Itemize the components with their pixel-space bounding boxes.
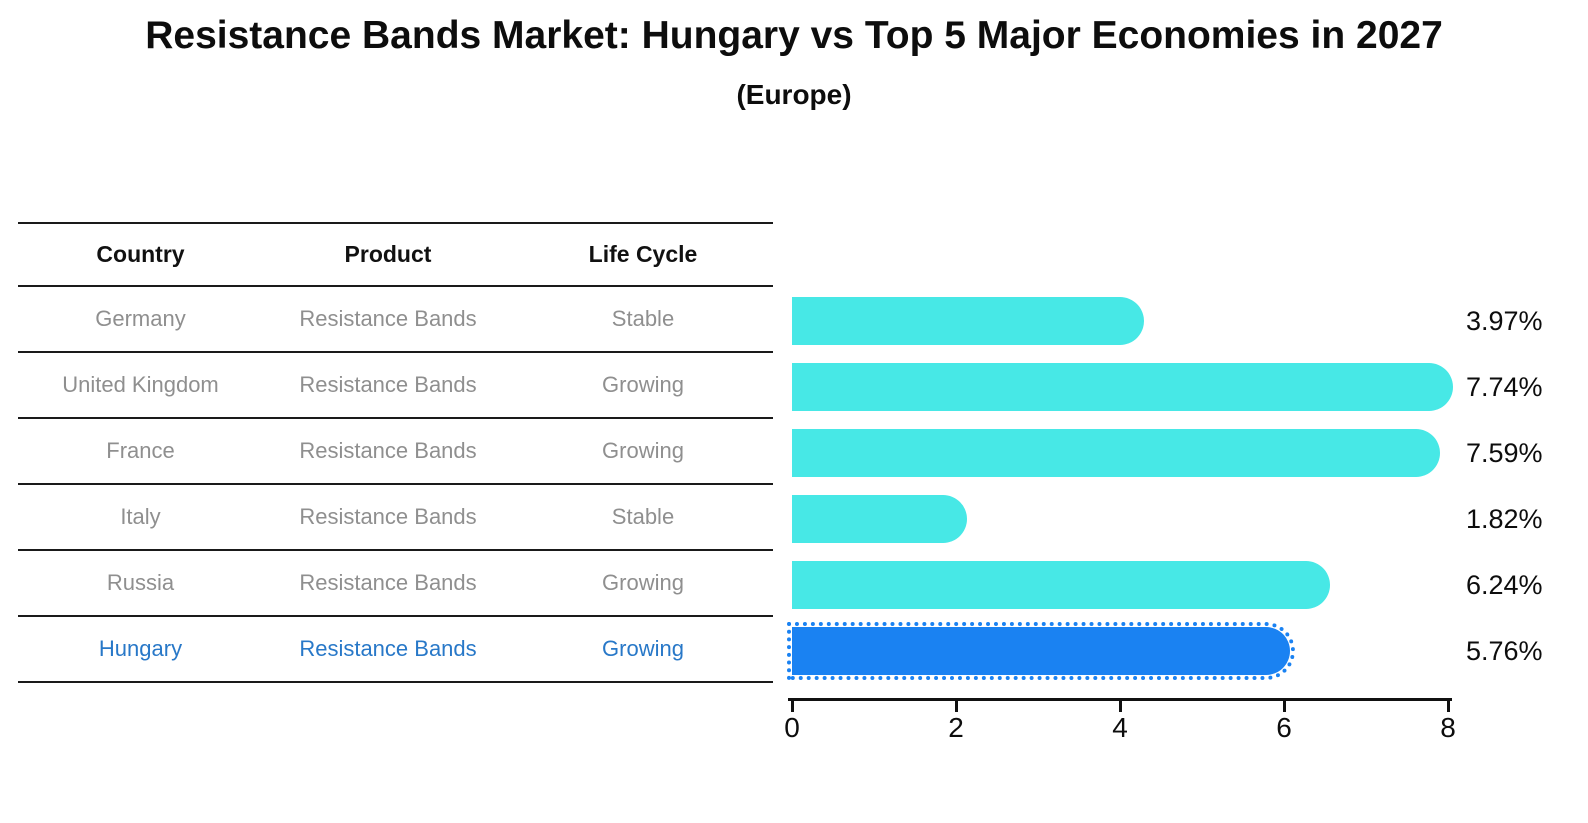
x-tick-6 — [1283, 700, 1286, 712]
bar-value-label-italy: 1.82% — [1466, 504, 1543, 534]
bar-france — [792, 429, 1441, 477]
product-cell: Resistance Bands — [299, 504, 477, 529]
country-cell: Hungary — [98, 636, 183, 661]
life-cycle-cell: Growing — [602, 372, 684, 397]
table-header-row: Country Product Life Cycle — [18, 224, 773, 287]
bar-value-label-france: 7.59% — [1466, 438, 1543, 468]
country-table: Country Product Life Cycle Germany Resistan… — [18, 222, 773, 683]
table-row-russia: Russia Resistance Bands Growing — [18, 551, 773, 617]
country-cell: United Kingdom — [62, 372, 219, 397]
x-tick-label-2: 2 — [948, 712, 964, 743]
country-cell: Russia — [106, 570, 175, 595]
bar-russia — [792, 561, 1330, 609]
x-tick-label-0: 0 — [784, 712, 800, 743]
table-body: Germany Resistance Bands Stable United King… — [18, 287, 773, 683]
product-cell: Resistance Bands — [299, 306, 477, 331]
column-header-life-cycle: Life Cycle — [588, 241, 698, 267]
bar-united-kingdom — [792, 363, 1453, 411]
table-row-united-kingdom: United Kingdom Resistance Bands Growing — [18, 353, 773, 419]
column-header-product: Product — [344, 241, 432, 267]
product-cell: Resistance Bands — [299, 372, 477, 397]
life-cycle-cell: Growing — [602, 636, 684, 661]
table-row-hungary: Hungary Resistance Bands Growing — [18, 617, 773, 683]
life-cycle-cell: Growing — [602, 570, 684, 595]
chart-title: Resistance Bands Market: Hungary vs Top … — [145, 14, 1443, 57]
country-cell: France — [106, 438, 175, 463]
x-tick-label-6: 6 — [1276, 712, 1292, 743]
column-header-country: Country — [96, 241, 185, 267]
chart-subtitle: (Europe) — [736, 79, 852, 110]
life-cycle-cell: Growing — [602, 438, 684, 463]
product-cell: Resistance Bands — [299, 636, 477, 661]
product-cell: Resistance Bands — [299, 438, 477, 463]
bar-hungary — [786, 622, 1296, 680]
country-cell: Italy — [120, 504, 161, 529]
table-row-italy: Italy Resistance Bands Stable — [18, 485, 773, 551]
bar-value-label-germany: 3.97% — [1466, 306, 1543, 336]
x-tick-0 — [791, 700, 794, 712]
bar-value-label-hungary: 5.76% — [1466, 636, 1543, 666]
x-tick-4 — [1119, 700, 1122, 712]
country-cell: Germany — [95, 306, 186, 331]
table-row-germany: Germany Resistance Bands Stable — [18, 287, 773, 353]
bar-value-label-russia: 6.24% — [1466, 570, 1543, 600]
x-axis-line — [788, 698, 1452, 701]
x-tick-label-4: 4 — [1112, 712, 1128, 743]
bar-value-label-united-kingdom: 7.74% — [1466, 372, 1543, 402]
bar-italy — [792, 495, 968, 543]
x-tick-label-8: 8 — [1440, 712, 1456, 743]
x-tick-8 — [1447, 700, 1450, 712]
life-cycle-cell: Stable — [611, 504, 675, 529]
product-cell: Resistance Bands — [299, 570, 477, 595]
bar-germany — [792, 297, 1144, 345]
table-row-france: France Resistance Bands Growing — [18, 419, 773, 485]
life-cycle-cell: Stable — [611, 306, 675, 331]
x-tick-2 — [955, 700, 958, 712]
